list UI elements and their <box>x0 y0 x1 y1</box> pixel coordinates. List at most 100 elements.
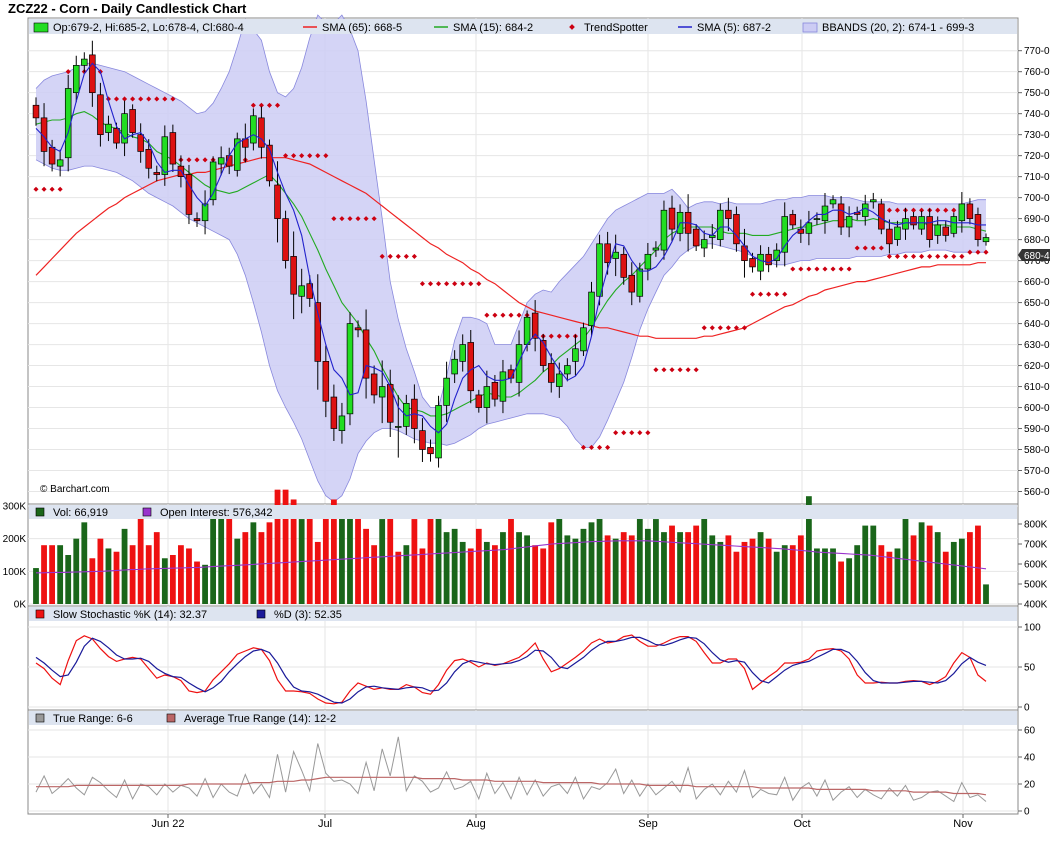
trendspotter-dot <box>331 216 337 222</box>
legend-swatch <box>569 24 575 30</box>
trendspotter-dot <box>427 281 434 287</box>
candle-body <box>628 274 636 293</box>
trendspotter-dot <box>910 253 917 259</box>
trendspotter-dot <box>870 245 876 251</box>
trendspotter-dot <box>838 266 844 272</box>
sma15-line <box>35 111 987 417</box>
volume-bar <box>564 535 571 604</box>
trendspotter-dot <box>685 367 691 373</box>
volume-bar <box>483 541 490 604</box>
price-tick-label: 740-0 <box>1024 109 1050 120</box>
trendspotter-dot <box>935 253 941 259</box>
volume-bar <box>258 532 265 604</box>
trendspotter-dot <box>790 266 796 272</box>
volume-bar <box>218 512 225 604</box>
trendspotter-dot <box>186 157 192 163</box>
candle-body <box>829 199 837 205</box>
candle-body <box>950 216 958 234</box>
candle-body <box>266 144 273 182</box>
candle-body <box>580 327 587 352</box>
candle-body <box>169 132 177 165</box>
candle-body <box>725 209 732 219</box>
candle-body <box>354 327 362 331</box>
candle-body <box>201 203 209 222</box>
candle-body <box>338 415 346 431</box>
candle-body <box>652 247 660 251</box>
candle-body <box>523 316 531 345</box>
candle-body <box>395 426 402 428</box>
volume-bar <box>958 538 965 604</box>
candle-body <box>668 207 676 230</box>
x-tick-label: Sep <box>638 818 658 830</box>
candle-body <box>773 249 780 261</box>
trendspotter-dot <box>894 207 900 213</box>
candle-body <box>910 216 917 226</box>
volume-bar <box>934 532 941 604</box>
volume-bar <box>186 548 192 604</box>
legend-swatch <box>802 22 818 33</box>
legend-volume: Vol: 66,919 Open Interest: 576,342 <box>35 507 273 519</box>
volume-bar <box>653 519 659 604</box>
price-tick-label: 630-0 <box>1024 340 1050 351</box>
candle-body <box>137 134 144 152</box>
trendspotter-dot <box>919 253 925 259</box>
price-panel: 560-0 570-0 580-0 590-0 600-0 610-0 620-0 630-0… <box>27 14 1050 505</box>
trendspotter-dot <box>919 207 925 213</box>
volume-bar <box>524 535 530 604</box>
candle-body <box>435 405 442 459</box>
price-axis: 560-0 570-0 580-0 590-0 600-0 610-0 620-0 630-0… <box>1018 46 1050 498</box>
candle-body <box>644 253 652 270</box>
true-range-axis: 0 20 40 60 <box>1018 726 1036 818</box>
price-tick-label: 560-0 <box>1024 487 1050 498</box>
volume-bar <box>89 558 96 604</box>
volume-bar <box>556 512 563 604</box>
trendspotter-dot <box>339 216 345 222</box>
price-tick-label: 720-0 <box>1024 151 1050 162</box>
candle-body <box>660 209 668 251</box>
candle-body <box>185 174 193 215</box>
true-range-line <box>35 736 987 803</box>
legend-bar-stochastic <box>29 607 1017 621</box>
volume-right-tick-label: 600K <box>1024 560 1048 571</box>
candle-body <box>974 214 982 240</box>
volume-bar <box>234 538 241 604</box>
volume-bar <box>894 548 901 604</box>
price-tick-label: 660-0 <box>1024 277 1050 288</box>
volume-tick-label: 300K <box>3 502 27 513</box>
candle-body <box>886 228 893 245</box>
volume-bar <box>411 519 418 604</box>
volume-bar <box>693 525 700 604</box>
stochastic-tick-label: 100 <box>1024 623 1041 634</box>
bollinger-lower-line <box>35 159 986 503</box>
legend-text: Open Interest: 576,342 <box>160 507 273 519</box>
average-true-range-line <box>36 776 987 796</box>
candle-body <box>845 216 853 228</box>
volume-bar <box>797 535 804 604</box>
candle-body <box>805 222 813 234</box>
candle-body <box>322 361 330 402</box>
legend-text: TrendSpotter <box>584 22 648 34</box>
candle-body <box>282 218 289 261</box>
candle-body <box>73 65 80 94</box>
candle-body <box>81 58 88 66</box>
price-tick-label: 610-0 <box>1024 382 1050 393</box>
volume-bar <box>210 512 217 604</box>
volume-bar <box>81 522 88 604</box>
volume-bar <box>975 525 981 604</box>
true-range-tick-label: 60 <box>1024 726 1036 737</box>
price-tick-label: 680-0 <box>1024 235 1050 246</box>
volume-bar <box>330 499 337 604</box>
volume-bar <box>854 545 861 604</box>
volume-bar <box>878 545 885 604</box>
candle-body <box>966 203 974 219</box>
bollinger-upper-line <box>35 14 986 408</box>
volume-bar <box>451 528 458 604</box>
volume-bar <box>596 509 603 604</box>
volume-bar <box>226 509 233 604</box>
trendspotter-dot <box>766 291 772 297</box>
legend-swatch <box>166 713 176 723</box>
trendspotter-dot <box>806 266 812 272</box>
stochastic-tick-label: 50 <box>1024 663 1036 674</box>
volume-bar <box>709 535 716 604</box>
